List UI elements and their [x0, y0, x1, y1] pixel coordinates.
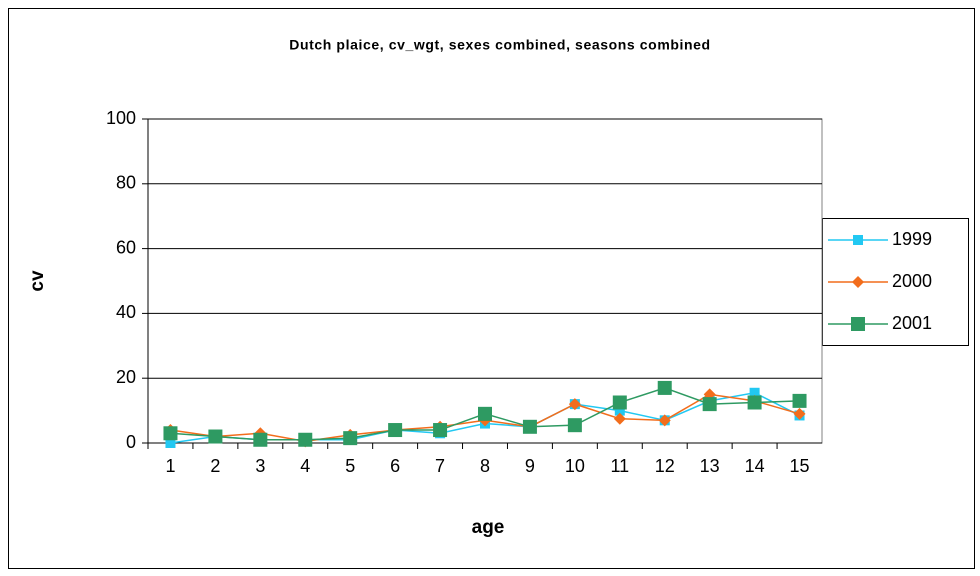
x-tick-label: 12 [655, 456, 675, 476]
y-tick-label: 40 [116, 302, 136, 322]
data-point [433, 423, 448, 438]
x-tick-label: 6 [390, 456, 400, 476]
legend-marker [852, 276, 864, 288]
data-point [747, 395, 762, 410]
data-point [208, 429, 223, 444]
data-point [478, 406, 492, 421]
legend-marker [853, 235, 863, 245]
data-point [343, 431, 358, 446]
data-point [253, 432, 268, 447]
legend-label: 1999 [892, 229, 932, 249]
x-tick-label: 11 [610, 456, 629, 476]
data-point [567, 418, 582, 433]
data-point [522, 419, 537, 434]
x-tick-label: 2 [210, 456, 220, 476]
data-point [298, 432, 313, 447]
y-tick-label: 0 [126, 432, 136, 452]
legend-label: 2001 [892, 313, 932, 333]
x-tick-label: 13 [700, 456, 720, 476]
y-tick-label: 20 [116, 367, 136, 387]
x-tick-label: 9 [525, 456, 535, 476]
plot-area [147, 118, 823, 444]
chart-title: Dutch plaice, cv_wgt, sexes combined, se… [289, 37, 710, 53]
x-tick-label: 14 [745, 456, 765, 476]
y-axis-label: cv [27, 270, 48, 292]
y-tick-label: 80 [116, 173, 136, 193]
x-tick-label: 3 [255, 456, 265, 476]
data-point [614, 405, 625, 416]
data-point [612, 395, 627, 410]
x-tick-label: 7 [435, 456, 445, 476]
data-point [568, 398, 581, 411]
data-point [388, 423, 403, 438]
x-tick-label: 10 [565, 456, 585, 476]
x-tick-label: 4 [300, 456, 310, 476]
data-point [749, 387, 760, 398]
x-tick-label: 15 [790, 456, 810, 476]
x-tick-label: 1 [165, 456, 175, 476]
y-tick-label: 60 [116, 237, 136, 257]
x-axis-label: age [472, 517, 505, 538]
data-point [165, 438, 176, 448]
data-point [792, 393, 807, 408]
legend-marker [851, 317, 865, 331]
data-point [613, 412, 626, 425]
data-point [658, 414, 671, 427]
data-point [793, 407, 806, 420]
data-point [657, 380, 672, 395]
x-tick-label: 8 [480, 456, 490, 476]
data-point [702, 397, 717, 412]
data-point [163, 426, 178, 441]
x-tick-label: 5 [345, 456, 355, 476]
y-tick-label: 100 [106, 108, 136, 128]
legend-label: 2000 [892, 271, 932, 291]
